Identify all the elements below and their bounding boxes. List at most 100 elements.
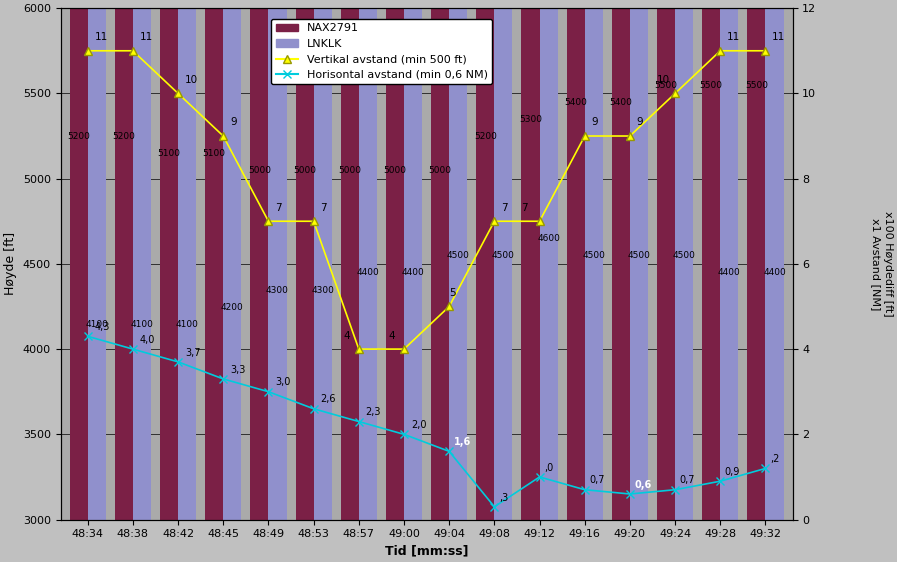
Bar bbox=[657, 0, 675, 519]
Text: 4100: 4100 bbox=[130, 320, 153, 329]
Bar bbox=[386, 0, 404, 519]
Text: 5200: 5200 bbox=[474, 132, 497, 141]
Bar bbox=[268, 0, 286, 519]
Text: 11: 11 bbox=[772, 32, 786, 42]
Text: 5: 5 bbox=[449, 288, 456, 298]
Text: 4400: 4400 bbox=[402, 269, 424, 278]
Text: 4400: 4400 bbox=[763, 269, 786, 278]
Text: 5000: 5000 bbox=[293, 166, 316, 175]
Text: 5100: 5100 bbox=[203, 149, 226, 158]
Text: 4300: 4300 bbox=[266, 285, 289, 294]
Bar bbox=[521, 0, 540, 519]
Text: 4,0: 4,0 bbox=[140, 335, 155, 345]
Text: 5500: 5500 bbox=[745, 81, 768, 90]
Bar bbox=[205, 0, 223, 519]
Bar bbox=[720, 0, 738, 519]
Bar bbox=[88, 0, 106, 519]
Text: 10: 10 bbox=[657, 75, 670, 85]
Text: 5000: 5000 bbox=[429, 166, 451, 175]
Text: 5000: 5000 bbox=[248, 166, 271, 175]
Text: 0,7: 0,7 bbox=[589, 475, 605, 486]
Bar bbox=[567, 0, 585, 519]
Bar bbox=[295, 0, 314, 519]
Text: 11: 11 bbox=[727, 32, 740, 42]
Bar bbox=[250, 0, 268, 519]
Text: 3,7: 3,7 bbox=[185, 348, 200, 357]
Text: 2,6: 2,6 bbox=[320, 395, 335, 405]
Text: 7: 7 bbox=[320, 203, 327, 213]
Bar bbox=[675, 0, 693, 519]
Text: 5000: 5000 bbox=[338, 166, 361, 175]
Text: 5200: 5200 bbox=[112, 132, 135, 141]
Text: 1,6: 1,6 bbox=[454, 437, 471, 447]
Bar bbox=[179, 0, 196, 519]
Bar bbox=[314, 0, 332, 519]
Bar bbox=[449, 0, 467, 519]
Bar bbox=[476, 0, 494, 519]
Text: 3,0: 3,0 bbox=[275, 378, 291, 387]
Bar bbox=[494, 0, 512, 519]
Text: 10: 10 bbox=[185, 75, 198, 85]
Bar bbox=[585, 0, 603, 519]
Text: 9: 9 bbox=[637, 117, 643, 128]
Text: 11: 11 bbox=[140, 32, 152, 42]
Text: ,0: ,0 bbox=[544, 463, 553, 473]
Text: 4500: 4500 bbox=[492, 251, 515, 260]
Text: ,2: ,2 bbox=[770, 454, 779, 464]
Text: 4400: 4400 bbox=[718, 269, 741, 278]
Y-axis label: x100 Høydediff [ft]
x1 Avstand [NM]: x100 Høydediff [ft] x1 Avstand [NM] bbox=[871, 211, 893, 316]
Bar bbox=[359, 0, 377, 519]
Bar bbox=[223, 0, 241, 519]
Bar bbox=[160, 0, 179, 519]
Text: 0,7: 0,7 bbox=[680, 475, 695, 486]
Bar bbox=[630, 0, 648, 519]
Bar bbox=[612, 0, 630, 519]
Text: 5500: 5500 bbox=[700, 81, 723, 90]
Text: 9: 9 bbox=[591, 117, 598, 128]
Text: 5400: 5400 bbox=[564, 98, 588, 107]
Y-axis label: Høyde [ft]: Høyde [ft] bbox=[4, 232, 17, 296]
Text: 4500: 4500 bbox=[582, 251, 605, 260]
Bar bbox=[747, 0, 765, 519]
X-axis label: Tid [mm:ss]: Tid [mm:ss] bbox=[385, 545, 468, 558]
Bar bbox=[540, 0, 558, 519]
Text: 3,3: 3,3 bbox=[230, 365, 246, 375]
Text: ,3: ,3 bbox=[499, 492, 508, 502]
Text: 5000: 5000 bbox=[383, 166, 406, 175]
Bar bbox=[133, 0, 151, 519]
Text: 4500: 4500 bbox=[447, 251, 470, 260]
Bar bbox=[702, 0, 720, 519]
Legend: NAX2791, LNKLK, Vertikal avstand (min 500 ft), Horisontal avstand (min 0,6 NM): NAX2791, LNKLK, Vertikal avstand (min 50… bbox=[271, 19, 492, 84]
Text: 0,9: 0,9 bbox=[725, 467, 740, 477]
Text: 2,3: 2,3 bbox=[366, 407, 381, 417]
Text: 5200: 5200 bbox=[67, 132, 90, 141]
Text: 5100: 5100 bbox=[158, 149, 180, 158]
Text: 9: 9 bbox=[230, 117, 237, 128]
Bar bbox=[765, 0, 784, 519]
Text: 4500: 4500 bbox=[673, 251, 695, 260]
Text: 4200: 4200 bbox=[221, 302, 244, 311]
Text: 4400: 4400 bbox=[356, 269, 379, 278]
Bar bbox=[431, 0, 449, 519]
Text: 7: 7 bbox=[501, 203, 508, 213]
Text: 4: 4 bbox=[343, 330, 350, 341]
Text: 4500: 4500 bbox=[628, 251, 650, 260]
Text: 4600: 4600 bbox=[537, 234, 560, 243]
Text: 4300: 4300 bbox=[311, 285, 334, 294]
Bar bbox=[404, 0, 422, 519]
Text: 5400: 5400 bbox=[609, 98, 632, 107]
Text: 4,3: 4,3 bbox=[94, 322, 109, 332]
Text: 2,0: 2,0 bbox=[411, 420, 426, 430]
Text: 4100: 4100 bbox=[176, 320, 198, 329]
Text: 11: 11 bbox=[94, 32, 108, 42]
Bar bbox=[115, 0, 133, 519]
Bar bbox=[70, 0, 88, 519]
Text: 7: 7 bbox=[275, 203, 282, 213]
Text: 5500: 5500 bbox=[655, 81, 677, 90]
Text: 5300: 5300 bbox=[519, 115, 542, 124]
Text: 7: 7 bbox=[521, 203, 528, 213]
Text: 0,6: 0,6 bbox=[634, 480, 652, 490]
Text: 4: 4 bbox=[388, 330, 395, 341]
Bar bbox=[341, 0, 359, 519]
Text: 4100: 4100 bbox=[85, 320, 109, 329]
